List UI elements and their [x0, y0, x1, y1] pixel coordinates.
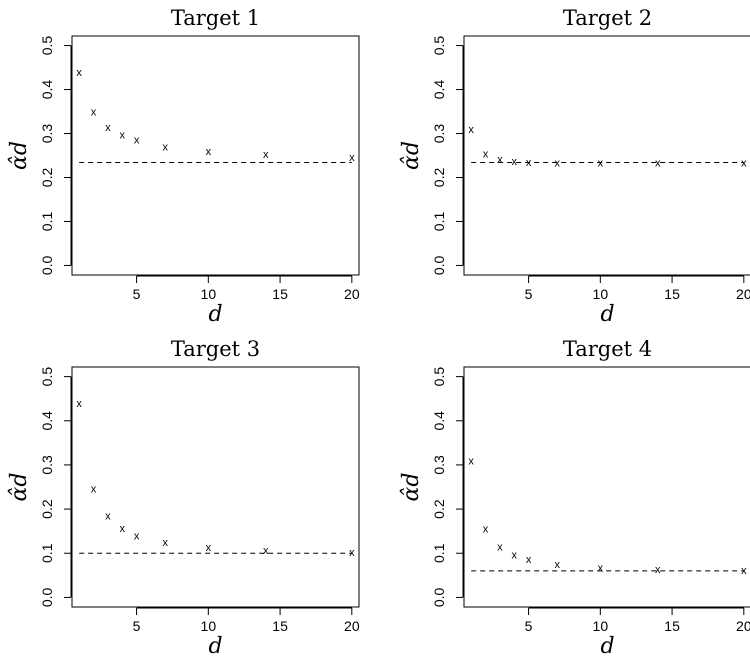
y-axis-label: α̂d	[7, 473, 32, 502]
y-tick-label: 0.4	[431, 80, 447, 100]
x-tick-label: 10	[593, 286, 609, 302]
x-tick-label: 5	[133, 286, 141, 302]
data-point: x	[91, 107, 97, 119]
y-axis-label: α̂d	[399, 473, 424, 502]
data-point: x	[263, 149, 269, 161]
data-point: x	[119, 523, 125, 535]
x-axis-label: d	[600, 302, 614, 327]
plot-frame	[71, 366, 360, 608]
y-tick-label: 0.5	[431, 36, 447, 56]
plot-frame	[71, 35, 360, 276]
x-tick-label: 10	[201, 286, 217, 302]
y-tick-label: 0.1	[431, 212, 447, 232]
y-tick-label: 0.0	[431, 255, 447, 275]
data-point: x	[555, 559, 561, 571]
y-tick-label: 0.3	[39, 124, 55, 144]
y-axis-label: α̂d	[7, 141, 32, 170]
y-tick-label: 0.4	[39, 411, 55, 431]
y-tick-label: 0.0	[39, 255, 55, 275]
data-point: x	[741, 158, 747, 170]
y-tick-label: 0.2	[39, 499, 55, 519]
x-axis-label: d	[208, 302, 222, 327]
data-point: x	[497, 154, 503, 166]
y-tick-label: 0.2	[431, 168, 447, 188]
data-point: x	[349, 547, 355, 559]
data-point: x	[741, 565, 747, 577]
y-tick-label: 0.4	[39, 80, 55, 100]
chart-title: Target 3	[171, 337, 260, 361]
plot-frame	[463, 366, 750, 608]
plot-frame	[463, 35, 750, 276]
data-point: x	[206, 542, 212, 554]
data-point: x	[163, 537, 169, 549]
x-tick-label: 5	[525, 286, 533, 302]
x-tick-label: 20	[344, 286, 360, 302]
data-point: x	[134, 135, 140, 147]
data-point: x	[105, 122, 111, 134]
y-tick-label: 0.0	[39, 587, 55, 607]
x-tick-label: 15	[272, 286, 288, 302]
data-point: x	[76, 398, 82, 410]
x-tick-label: 10	[201, 618, 217, 634]
x-tick-label: 10	[593, 618, 609, 634]
data-point: x	[91, 483, 97, 495]
chart-title: Target 4	[563, 337, 652, 361]
y-tick-label: 0.0	[431, 587, 447, 607]
data-point: x	[483, 148, 489, 160]
panel-4: Target 45 10 15 20d0.00.10.20.30.40.5α̂dxxx…	[399, 337, 750, 658]
data-point: x	[468, 456, 474, 468]
panel-3: Target 35 10 15 20d0.00.10.20.30.40.5α̂dxxx…	[7, 337, 360, 658]
chart-title: Target 1	[171, 6, 260, 30]
data-point: x	[655, 564, 661, 576]
data-point: x	[511, 550, 517, 562]
x-tick-label: 20	[736, 618, 750, 634]
x-tick-label: 5	[525, 618, 533, 634]
data-point: x	[555, 158, 561, 170]
data-point: x	[76, 67, 82, 79]
y-tick-label: 0.5	[39, 36, 55, 56]
x-tick-label: 15	[272, 618, 288, 634]
y-tick-label: 0.1	[39, 543, 55, 563]
x-axis-label: d	[600, 634, 614, 658]
y-tick-label: 0.5	[431, 367, 447, 387]
y-tick-label: 0.3	[431, 455, 447, 475]
x-tick-label: 20	[736, 286, 750, 302]
data-point: x	[263, 545, 269, 557]
y-axis-label: α̂d	[399, 141, 424, 170]
data-point: x	[497, 542, 503, 554]
x-tick-label: 15	[664, 286, 680, 302]
data-point: x	[119, 129, 125, 141]
data-point: x	[134, 531, 140, 543]
y-tick-label: 0.2	[431, 499, 447, 519]
data-point: x	[598, 562, 604, 574]
data-point: x	[349, 152, 355, 164]
data-point: x	[163, 142, 169, 154]
data-point: x	[655, 158, 661, 170]
y-tick-label: 0.5	[39, 367, 55, 387]
data-point: x	[598, 158, 604, 170]
y-tick-label: 0.1	[39, 212, 55, 232]
panel-1: Target 15 10 15 20d0.00.10.20.30.40.5α̂dxxx…	[7, 6, 360, 327]
y-tick-label: 0.3	[431, 124, 447, 144]
x-tick-label: 15	[664, 618, 680, 634]
y-tick-label: 0.1	[431, 543, 447, 563]
x-tick-label: 20	[344, 618, 360, 634]
y-tick-label: 0.2	[39, 168, 55, 188]
data-point: x	[468, 124, 474, 136]
x-tick-label: 5	[133, 618, 141, 634]
y-tick-label: 0.3	[39, 455, 55, 475]
data-point: x	[526, 157, 532, 169]
x-axis-label: d	[208, 634, 222, 658]
data-point: x	[483, 524, 489, 536]
y-tick-label: 0.4	[431, 411, 447, 431]
data-point: x	[526, 554, 532, 566]
data-point: x	[206, 146, 212, 158]
chart-title: Target 2	[563, 6, 652, 30]
data-point: x	[511, 156, 517, 168]
data-point: x	[105, 511, 111, 523]
